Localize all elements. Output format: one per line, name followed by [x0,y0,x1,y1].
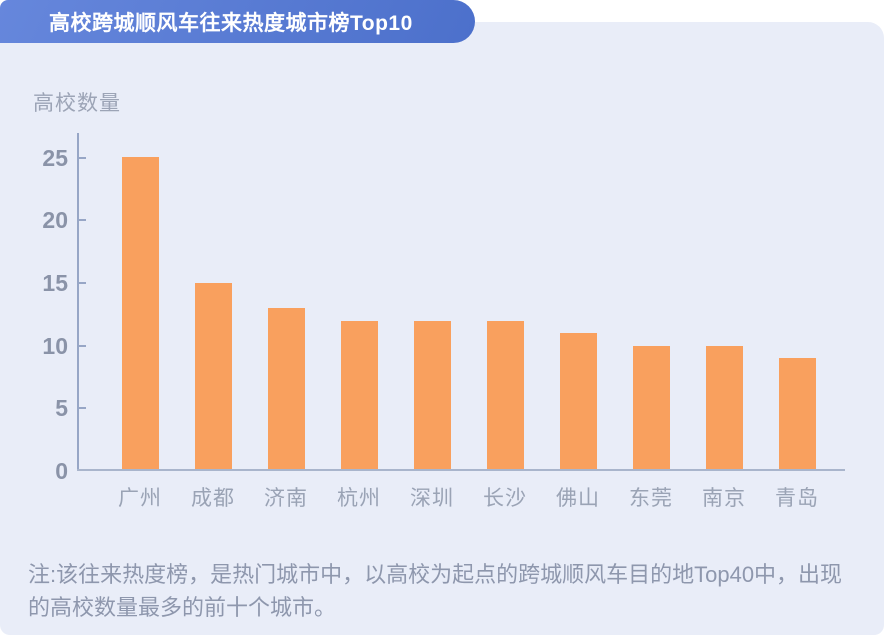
y-tick-label-20: 20 [42,207,68,234]
bar-成都 [194,283,232,471]
x-category-label-青岛: 青岛 [775,487,819,510]
x-category-label-成都: 成都 [191,487,235,510]
y-tick-15 [78,281,86,284]
page-title: 高校跨城顺风车往来热度城市榜Top10 [49,11,413,35]
bar-深圳 [413,321,451,471]
bar-长沙 [486,321,524,471]
x-category-label-杭州: 杭州 [337,487,381,510]
bar-杭州 [340,321,378,471]
x-category-label-长沙: 长沙 [483,487,527,510]
y-tick-label-25: 25 [42,144,68,171]
x-category-label-佛山: 佛山 [556,487,600,510]
note-text: 注:该往来热度榜，是热门城市中，以高校为起点的跨城顺风车目的地Top40中，出现… [28,562,843,620]
y-tick-5 [78,407,86,410]
y-tick-25 [78,156,86,159]
bar-济南 [267,308,305,471]
x-axis [77,469,845,471]
y-tick-label-5: 5 [55,395,68,422]
chart-plot [78,133,844,471]
y-tick-label-10: 10 [42,332,68,359]
y-tick-20 [78,219,86,222]
y-tick-10 [78,344,86,347]
bar-青岛 [778,358,816,471]
bar-佛山 [559,333,597,471]
y-axis-label: 高校数量 [33,92,121,115]
y-tick-label-0: 0 [55,458,68,484]
x-category-label-深圳: 深圳 [410,487,454,510]
y-axis-tick-labels: 0 5 10 15 20 25 [0,133,68,485]
x-category-label-广州: 广州 [118,487,162,510]
x-axis-category-labels: 广州 成都 济南 杭州 深圳 长沙 佛山 东莞 南京 青岛 [78,487,844,513]
x-category-label-南京: 南京 [702,487,746,510]
title-banner: 高校跨城顺风车往来热度城市榜Top10 [0,0,475,43]
y-axis [77,133,79,471]
bar-南京 [705,346,743,471]
bar-广州 [121,157,159,471]
x-category-label-东莞: 东莞 [629,487,673,510]
x-category-label-济南: 济南 [264,487,308,510]
bar-东莞 [632,346,670,471]
y-tick-label-15: 15 [42,269,68,296]
